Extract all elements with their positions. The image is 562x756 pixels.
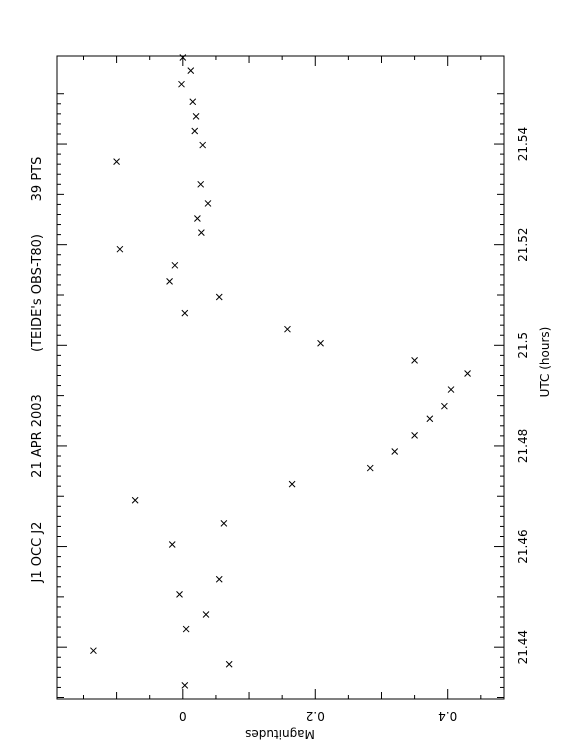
data-point <box>192 113 200 120</box>
header-points: 39 PTS <box>30 157 45 202</box>
data-point <box>166 278 173 285</box>
data-point <box>225 660 233 668</box>
data-point <box>464 370 471 377</box>
data-point <box>215 575 223 583</box>
data-point <box>426 415 434 423</box>
data-point <box>204 200 212 207</box>
data-point <box>317 339 324 347</box>
data-point <box>176 590 183 598</box>
data-point <box>90 647 97 655</box>
header-observatory: (TEIDE's OBS-T80) <box>30 234 45 352</box>
x-tick-label: 21.48 <box>516 429 530 463</box>
data-point <box>189 98 197 106</box>
data-point <box>391 448 399 455</box>
data-points <box>90 54 471 689</box>
y-tick-label: 0 <box>179 709 187 723</box>
data-point <box>168 541 176 548</box>
tick-marks <box>57 56 504 699</box>
data-point <box>191 127 199 135</box>
x-tick-label: 21.54 <box>516 127 530 161</box>
data-point <box>182 625 190 633</box>
data-point <box>411 432 418 439</box>
data-point <box>288 480 296 488</box>
data-point <box>194 215 201 222</box>
data-point <box>215 293 223 301</box>
data-point <box>181 682 189 689</box>
plot-frame <box>56 55 505 700</box>
data-point <box>366 464 374 472</box>
y-tick-label: 0.4 <box>438 709 457 723</box>
data-point <box>178 80 185 88</box>
x-tick-label: 21.52 <box>516 227 530 261</box>
data-point <box>220 520 228 527</box>
data-point <box>198 229 205 236</box>
y-axis-title: Magnitudes <box>245 727 315 741</box>
data-point <box>113 158 120 166</box>
header-date: 21 APR 2003 <box>30 394 45 478</box>
data-point <box>116 245 124 253</box>
data-point <box>447 386 455 393</box>
x-tick-label: 21.5 <box>516 332 530 359</box>
y-tick-labels: 0 0.2 0.4 <box>179 709 457 723</box>
data-point <box>202 611 210 618</box>
data-point <box>131 496 139 504</box>
x-tick-label: 21.46 <box>516 529 530 563</box>
header-object: J1 OCC J2 <box>30 522 45 584</box>
data-point <box>199 141 207 149</box>
data-point <box>197 180 205 188</box>
data-point <box>171 261 179 269</box>
x-tick-labels: 21.44 21.46 21.48 21.5 21.52 21.54 <box>516 127 530 664</box>
data-point <box>181 309 189 317</box>
data-point <box>441 402 448 410</box>
y-tick-label: 0.2 <box>306 709 325 723</box>
data-point <box>411 357 418 364</box>
data-point <box>187 67 195 74</box>
x-tick-label: 21.44 <box>516 630 530 664</box>
data-point <box>284 325 291 333</box>
data-point <box>179 54 187 61</box>
x-axis-title: UTC (hours) <box>538 327 552 398</box>
